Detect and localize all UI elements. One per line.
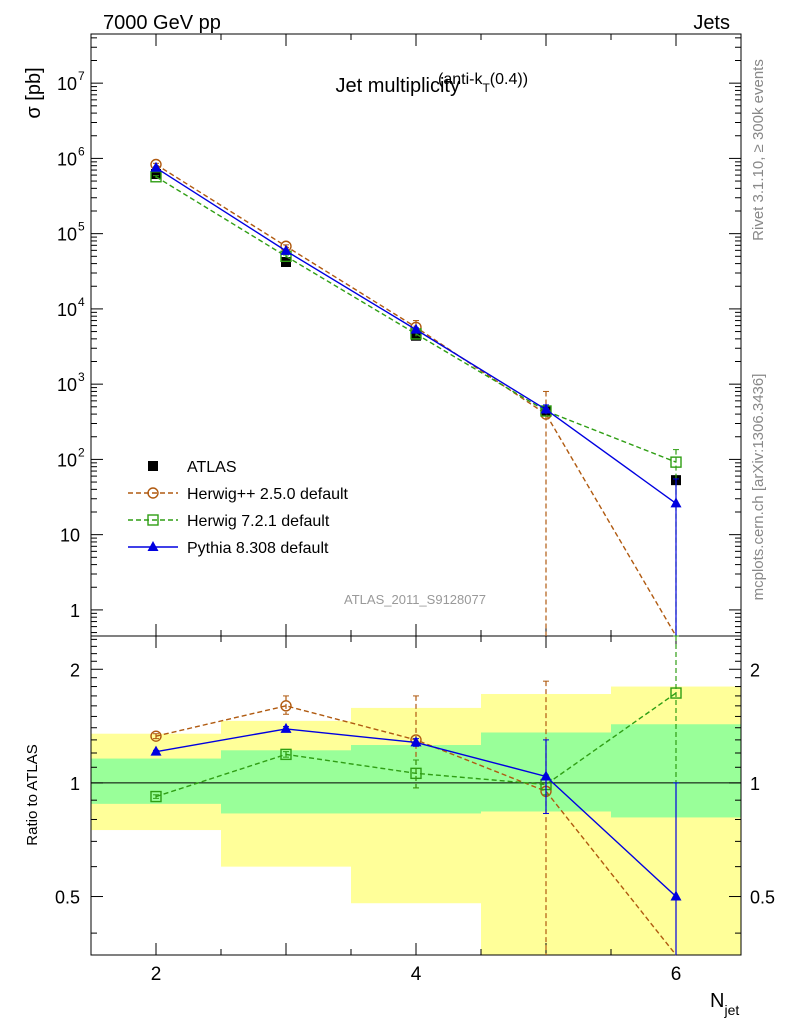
- title-sub: T: [482, 81, 490, 95]
- y-tick-label-exp: 3: [78, 370, 85, 384]
- ratio-line-herwig7: [155, 692, 677, 798]
- legend-marker-herwig7: [147, 514, 159, 526]
- y-tick-label: 10: [57, 225, 77, 245]
- main-series: [150, 158, 682, 637]
- point-herwig7: [670, 456, 682, 468]
- y-tick-label-exp: 5: [78, 220, 85, 234]
- legend-label-pythia: Pythia 8.308 default: [187, 540, 329, 557]
- y-tick-label: 10: [57, 74, 77, 94]
- header-right: Jets: [693, 12, 730, 34]
- ratio-point-pythia: [410, 736, 422, 747]
- ratio-point-herwig7: [410, 767, 422, 780]
- ratio-point-herwig7: [280, 748, 292, 761]
- mcplots-label: mcplots.cern.ch [arXiv:1306.3436]: [750, 374, 767, 601]
- legend-label-herwig7: Herwig 7.2.1 default: [187, 513, 330, 530]
- ratio-y-tick-label: 0.5: [55, 888, 80, 908]
- y-tick-label-exp: 6: [78, 144, 85, 158]
- ratio-y-tick-label-right: 2: [750, 660, 760, 680]
- ratio-point-herwig7: [150, 790, 162, 803]
- x-tick-label: 2: [151, 964, 162, 985]
- title-suffix: (anti-k: [438, 71, 483, 88]
- series-line-herwig7: [155, 176, 677, 463]
- ratio-point-pythia: [280, 722, 292, 733]
- ratio-point-pythia: [540, 770, 552, 781]
- legend-marker-atlas: [148, 461, 158, 471]
- legend-marker-pythia: [147, 541, 159, 551]
- y-tick-label: 10: [57, 300, 77, 320]
- ratio-series: [150, 635, 682, 956]
- legend: ATLAS Herwig++ 2.5.0 default Herwig 7.2.1 …: [128, 459, 349, 557]
- y-tick-label-exp: 2: [78, 445, 85, 459]
- y-tick-label: 10: [57, 375, 77, 395]
- main-title: Jet multiplicity: [336, 75, 460, 97]
- series-line-herwigpp: [155, 163, 677, 637]
- point-pythia: [150, 161, 162, 172]
- x-axis-label: Njet: [710, 990, 739, 1018]
- ratio-y-tick-label: 1: [70, 774, 80, 794]
- y-tick-label-exp: 7: [78, 69, 85, 83]
- y-tick-label: 1: [70, 601, 80, 621]
- title-algorithm: (anti-kT(0.4)): [438, 71, 528, 95]
- rivet-label: Rivet 3.1.10, ≥ 300k events: [750, 59, 767, 241]
- ratio-ylabel: Ratio to ATLAS: [24, 744, 41, 845]
- ratio-axes: 2 4 6 0.5 0.5 1 1 2 2: [55, 635, 775, 985]
- header-left: 7000 GeV pp: [103, 12, 221, 34]
- ratio-point-pythia: [670, 890, 682, 901]
- point-atlas: [151, 169, 161, 180]
- ratio-point-herwigpp: [280, 700, 292, 712]
- ratio-y-tick-label: 2: [70, 660, 80, 680]
- ratio-point-herwigpp: [150, 730, 162, 742]
- y-tick-label: 10: [60, 526, 80, 546]
- legend-label-atlas: ATLAS: [187, 459, 237, 476]
- x-tick-label: 6: [671, 964, 682, 985]
- point-pythia: [540, 403, 552, 414]
- x-axis-label-main: N: [710, 990, 724, 1012]
- analysis-watermark: ATLAS_2011_S9128077: [344, 592, 486, 607]
- y-tick-label: 10: [57, 149, 77, 169]
- point-pythia: [410, 323, 422, 334]
- ratio-y-tick-label-right: 1: [750, 774, 760, 794]
- x-axis-label-sub: jet: [723, 1002, 739, 1018]
- point-pythia: [280, 244, 292, 255]
- legend-marker-herwigpp: [147, 487, 159, 499]
- x-tick-label: 4: [411, 964, 422, 985]
- ratio-point-herwig7: [670, 687, 682, 699]
- legend-label-herwigpp: Herwig++ 2.5.0 default: [187, 486, 349, 503]
- main-ylabel: σ [pb]: [23, 67, 45, 118]
- point-pythia: [670, 497, 682, 508]
- ratio-y-tick-label-right: 0.5: [750, 888, 775, 908]
- ratio-point-pythia: [150, 745, 162, 756]
- title-end: (0.4)): [490, 71, 528, 88]
- y-tick-label-exp: 4: [78, 295, 85, 309]
- y-tick-label: 10: [57, 450, 77, 470]
